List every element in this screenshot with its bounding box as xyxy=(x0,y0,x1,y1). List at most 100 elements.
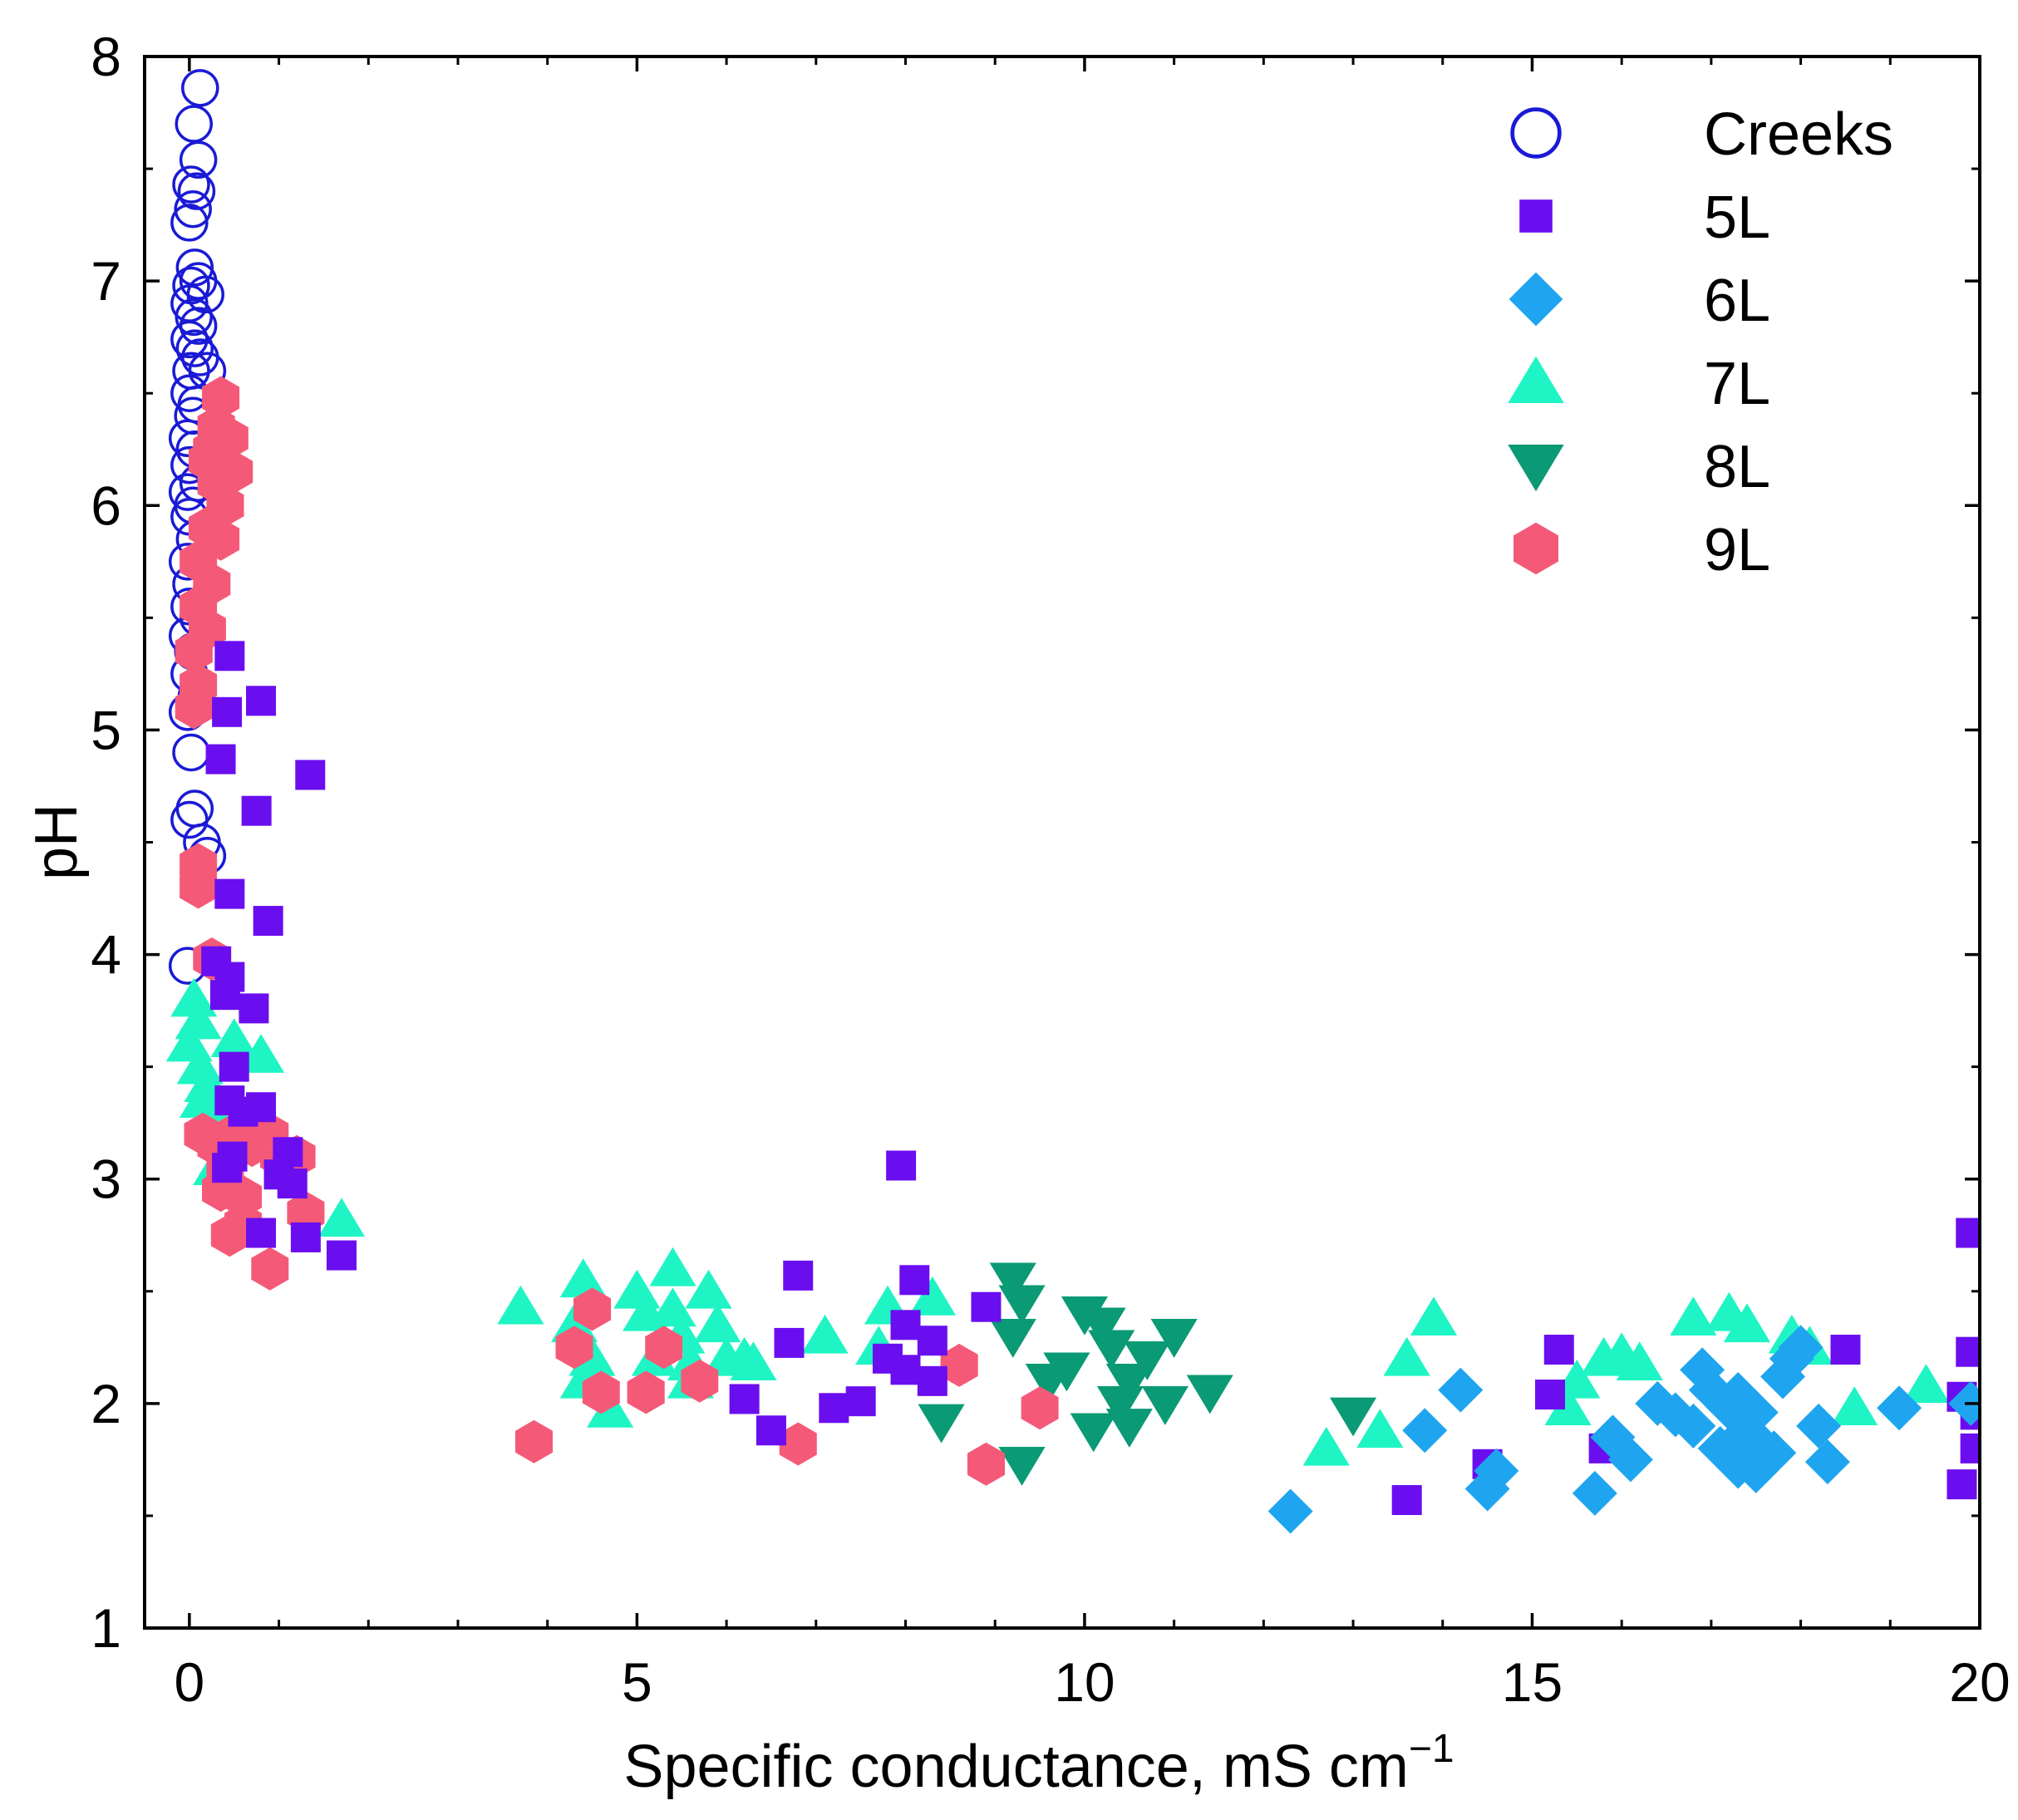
point-9l xyxy=(515,1419,553,1463)
point-8l xyxy=(998,1285,1046,1325)
point-7l xyxy=(1616,1341,1663,1381)
point-5l xyxy=(845,1386,876,1417)
point-9l xyxy=(573,1287,612,1331)
point-5l xyxy=(971,1291,1002,1322)
point-5l xyxy=(326,1240,357,1271)
point-5l xyxy=(899,1265,930,1296)
point-creeks xyxy=(181,69,219,107)
point-7l xyxy=(1553,1359,1601,1399)
legend-marker-7l xyxy=(1508,356,1564,403)
point-6l xyxy=(1402,1408,1448,1454)
point-6l xyxy=(1751,1430,1797,1476)
point-creeks xyxy=(170,320,209,359)
point-5l xyxy=(277,1168,308,1199)
point-5l xyxy=(917,1365,947,1396)
point-creeks xyxy=(174,189,212,229)
point-7l xyxy=(550,1303,598,1343)
point-5l xyxy=(1960,1433,1980,1463)
point-5l xyxy=(241,795,272,826)
legend-marker-9l xyxy=(1514,522,1558,575)
point-creeks xyxy=(172,733,210,772)
legend-entry-9l: 9L xyxy=(1514,517,1770,583)
point-5l xyxy=(1543,1335,1574,1365)
point-5l xyxy=(219,1051,249,1082)
point-creeks xyxy=(170,800,209,839)
point-7l xyxy=(237,1034,285,1073)
point-5l xyxy=(729,1384,760,1414)
legend-marker-8l xyxy=(1508,445,1564,492)
point-8l xyxy=(1186,1375,1233,1414)
point-6l xyxy=(1607,1437,1653,1483)
legend-label-8l: 8L xyxy=(1704,434,1770,500)
point-7l xyxy=(649,1247,696,1286)
point-9l xyxy=(967,1442,1005,1486)
legend-entry-7l: 7L xyxy=(1508,351,1770,417)
point-7l xyxy=(1544,1386,1592,1426)
point-8l xyxy=(1070,1413,1117,1453)
point-5l xyxy=(1391,1485,1422,1516)
point-6l xyxy=(1572,1470,1617,1516)
point-6l xyxy=(1796,1403,1842,1449)
series-6l xyxy=(1267,1325,1980,1534)
point-5l xyxy=(1956,1336,1980,1367)
point-8l xyxy=(1079,1307,1126,1347)
y-tick-label: 5 xyxy=(91,699,121,760)
point-8l xyxy=(989,1319,1036,1358)
point-8l xyxy=(1141,1386,1189,1425)
legend-entry-8l: 8L xyxy=(1508,434,1770,500)
point-creeks xyxy=(175,105,213,143)
point-8l xyxy=(1088,1330,1135,1370)
point-7l xyxy=(1831,1386,1878,1426)
point-8l xyxy=(1105,1364,1153,1403)
x-axis-title-text: Specific conductance, mS cm xyxy=(623,1734,1408,1800)
point-7l xyxy=(801,1314,849,1354)
point-7l xyxy=(1410,1296,1458,1336)
point-6l xyxy=(1804,1439,1850,1485)
point-5l xyxy=(212,696,243,727)
point-5l xyxy=(209,980,240,1011)
point-7l xyxy=(1670,1296,1717,1336)
point-6l xyxy=(1733,1390,1779,1435)
point-5l xyxy=(886,1150,917,1181)
y-tick-label: 1 xyxy=(91,1597,121,1659)
point-8l xyxy=(1124,1341,1171,1380)
point-5l xyxy=(246,1092,277,1123)
point-5l xyxy=(246,1217,277,1248)
point-creeks xyxy=(179,140,218,180)
point-5l xyxy=(290,1222,321,1252)
point-5l xyxy=(774,1327,805,1358)
point-8l xyxy=(989,1262,1036,1302)
point-8l xyxy=(1043,1352,1090,1392)
legend-entry-5l: 5L xyxy=(1519,184,1770,251)
x-axis-title: Specific conductance, mS cm−1 xyxy=(623,1727,1454,1800)
point-8l xyxy=(918,1404,965,1444)
point-6l xyxy=(1438,1367,1484,1413)
series-5l xyxy=(201,641,1980,1516)
point-5l xyxy=(214,878,245,909)
point-5l xyxy=(1535,1380,1566,1410)
point-8l xyxy=(1150,1319,1198,1358)
y-tick-label: 7 xyxy=(91,250,121,312)
point-6l xyxy=(1464,1466,1510,1512)
point-5l xyxy=(214,641,245,671)
point-9l xyxy=(180,865,218,909)
y-tick-label: 6 xyxy=(91,475,121,536)
legend-marker-5l xyxy=(1519,199,1553,233)
point-7l xyxy=(210,1018,258,1058)
point-7l xyxy=(317,1198,366,1237)
point-7l xyxy=(1902,1364,1950,1404)
point-creeks xyxy=(177,172,216,210)
point-9l xyxy=(779,1422,817,1466)
x-tick-label: 10 xyxy=(1054,1651,1115,1713)
series-9l xyxy=(175,376,1059,1486)
point-7l xyxy=(497,1285,544,1325)
point-6l xyxy=(1877,1385,1922,1431)
point-5l xyxy=(205,744,236,775)
point-creeks xyxy=(175,298,213,337)
point-5l xyxy=(917,1326,947,1356)
x-tick-label: 15 xyxy=(1502,1651,1563,1713)
y-tick-label: 2 xyxy=(91,1373,121,1434)
point-9l xyxy=(582,1370,620,1414)
